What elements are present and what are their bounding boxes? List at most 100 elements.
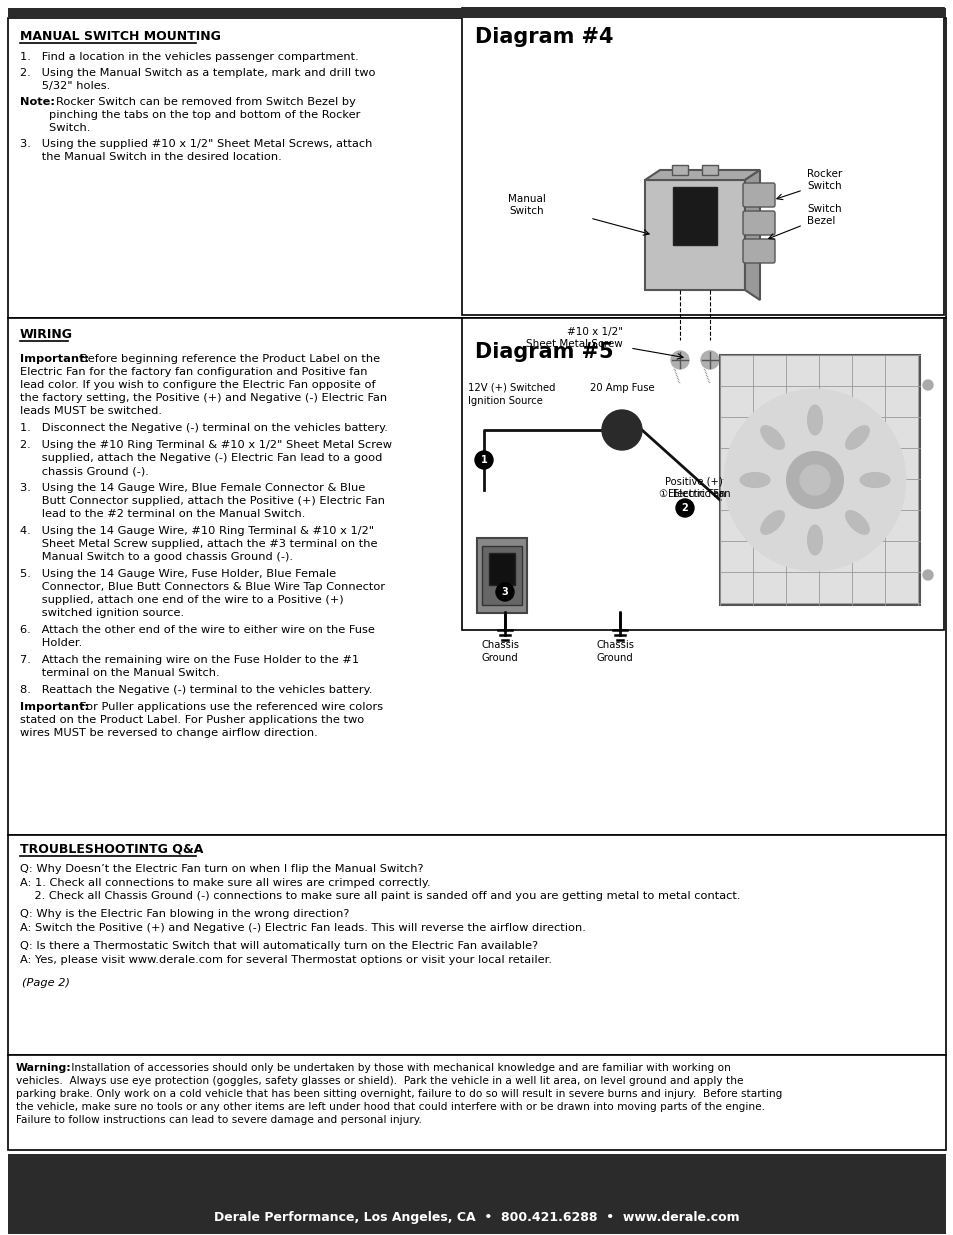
Circle shape	[601, 410, 641, 450]
Text: 1.   Disconnect the Negative (-) terminal on the vehicles battery.: 1. Disconnect the Negative (-) terminal …	[20, 424, 388, 433]
Text: 8.   Reattach the Negative (-) terminal to the vehicles battery.: 8. Reattach the Negative (-) terminal to…	[20, 685, 372, 695]
Text: (Page 2): (Page 2)	[22, 978, 70, 988]
Text: 12V (+) Switched: 12V (+) Switched	[468, 383, 555, 393]
Text: the vehicle, make sure no tools or any other items are left under hood that coul: the vehicle, make sure no tools or any o…	[16, 1102, 764, 1112]
Text: 3: 3	[501, 587, 508, 597]
Text: 1.   Find a location in the vehicles passenger compartment.: 1. Find a location in the vehicles passe…	[20, 52, 358, 62]
Text: 20 Amp Fuse: 20 Amp Fuse	[589, 383, 654, 393]
Text: #10 x 1/2"
Sheet Metal Screw: #10 x 1/2" Sheet Metal Screw	[526, 327, 622, 348]
Text: wires MUST be reversed to change airflow direction.: wires MUST be reversed to change airflow…	[20, 727, 317, 739]
Text: WIRING: WIRING	[20, 329, 73, 341]
Text: terminal on the Manual Switch.: terminal on the Manual Switch.	[20, 668, 219, 678]
Text: Rocker
Switch: Rocker Switch	[806, 169, 841, 190]
Text: lead to the #2 terminal on the Manual Switch.: lead to the #2 terminal on the Manual Sw…	[20, 509, 305, 519]
Bar	[701, 165, 718, 175]
Text: Electric Fan: Electric Fan	[672, 489, 730, 499]
Bar	[8, 1153, 945, 1234]
Text: Ignition Source: Ignition Source	[468, 396, 542, 406]
Text: ①Electric Fan: ①Electric Fan	[659, 489, 725, 499]
Text: Important:: Important:	[20, 701, 93, 713]
Bar	[671, 165, 687, 175]
Ellipse shape	[859, 473, 889, 488]
Bar	[476, 538, 526, 613]
Circle shape	[700, 351, 719, 369]
Text: Manual
Switch: Manual Switch	[508, 194, 545, 216]
Bar	[489, 553, 515, 585]
Text: Important:: Important:	[20, 354, 93, 364]
Text: pinching the tabs on the top and bottom of the Rocker: pinching the tabs on the top and bottom …	[20, 110, 360, 120]
Text: Diagram #5: Diagram #5	[475, 342, 613, 362]
Text: vehicles.  Always use eye protection (goggles, safety glasses or shield).  Park : vehicles. Always use eye protection (gog…	[16, 1076, 742, 1086]
Circle shape	[786, 452, 842, 508]
Ellipse shape	[806, 525, 821, 555]
Circle shape	[724, 390, 904, 571]
Text: the factory setting, the Positive (+) and Negative (-) Electric Fan: the factory setting, the Positive (+) an…	[20, 393, 387, 403]
Text: A: 1. Check all connections to make sure all wires are crimped correctly.: A: 1. Check all connections to make sure…	[20, 878, 430, 888]
Text: supplied, attach one end of the wire to a Positive (+): supplied, attach one end of the wire to …	[20, 595, 343, 605]
Text: the Manual Switch in the desired location.: the Manual Switch in the desired locatio…	[20, 152, 281, 162]
Text: 2. Check all Chassis Ground (-) connections to make sure all paint is sanded off: 2. Check all Chassis Ground (-) connecti…	[20, 890, 740, 902]
Text: 7.   Attach the remaining wire on the Fuse Holder to the #1: 7. Attach the remaining wire on the Fuse…	[20, 655, 358, 664]
Text: Q: Why Doesn’t the Electric Fan turn on when I flip the Manual Switch?: Q: Why Doesn’t the Electric Fan turn on …	[20, 864, 423, 874]
Text: Q: Is there a Thermostatic Switch that will automatically turn on the Electric F: Q: Is there a Thermostatic Switch that w…	[20, 941, 537, 951]
Bar	[672, 186, 717, 245]
Text: Installation of accessories should only be undertaken by those with mechanical k: Installation of accessories should only …	[68, 1063, 730, 1073]
Bar	[644, 180, 744, 290]
Text: Ground: Ground	[481, 653, 518, 663]
Circle shape	[496, 583, 514, 601]
Circle shape	[923, 380, 932, 390]
FancyBboxPatch shape	[742, 211, 774, 235]
Text: switched ignition source.: switched ignition source.	[20, 608, 184, 618]
Bar	[461, 7, 943, 315]
Text: 2.   Using the #10 Ring Terminal & #10 x 1/2" Sheet Metal Screw: 2. Using the #10 Ring Terminal & #10 x 1…	[20, 440, 392, 450]
Circle shape	[670, 351, 688, 369]
Text: Switch.: Switch.	[20, 124, 91, 133]
Text: Warning:: Warning:	[16, 1063, 71, 1073]
Bar	[481, 546, 521, 605]
Text: 3.   Using the supplied #10 x 1/2" Sheet Metal Screws, attach: 3. Using the supplied #10 x 1/2" Sheet M…	[20, 140, 372, 149]
Bar	[8, 317, 945, 835]
Text: 1: 1	[480, 454, 487, 466]
Bar	[8, 7, 945, 19]
Text: supplied, attach the Negative (-) Electric Fan lead to a good: supplied, attach the Negative (-) Electr…	[20, 453, 382, 463]
Circle shape	[475, 451, 493, 469]
Text: 5.   Using the 14 Gauge Wire, Fuse Holder, Blue Female: 5. Using the 14 Gauge Wire, Fuse Holder,…	[20, 569, 335, 579]
Text: lead color. If you wish to configure the Electric Fan opposite of: lead color. If you wish to configure the…	[20, 380, 375, 390]
Ellipse shape	[760, 510, 783, 535]
Ellipse shape	[806, 405, 821, 435]
Text: chassis Ground (-).: chassis Ground (-).	[20, 466, 149, 475]
Text: leads MUST be switched.: leads MUST be switched.	[20, 406, 162, 416]
Circle shape	[800, 466, 829, 495]
Text: Manual Switch to a good chassis Ground (-).: Manual Switch to a good chassis Ground (…	[20, 552, 293, 562]
Text: Note:: Note:	[20, 98, 59, 107]
Text: Sheet Metal Screw supplied, attach the #3 terminal on the: Sheet Metal Screw supplied, attach the #…	[20, 538, 377, 550]
Bar	[8, 1055, 945, 1150]
Text: 2: 2	[680, 503, 688, 513]
Text: 2.   Using the Manual Switch as a template, mark and drill two: 2. Using the Manual Switch as a template…	[20, 68, 375, 78]
Ellipse shape	[760, 426, 783, 450]
Bar	[720, 354, 919, 605]
Polygon shape	[744, 170, 760, 300]
FancyBboxPatch shape	[742, 240, 774, 263]
Text: Derale Performance, Los Angeles, CA  •  800.421.6288  •  www.derale.com: Derale Performance, Los Angeles, CA • 80…	[214, 1212, 739, 1224]
Text: Electric Fan for the factory fan configuration and Positive fan: Electric Fan for the factory fan configu…	[20, 367, 367, 377]
Circle shape	[923, 571, 932, 580]
Text: stated on the Product Label. For Pusher applications the two: stated on the Product Label. For Pusher …	[20, 715, 364, 725]
Text: Failure to follow instructions can lead to severe damage and personal injury.: Failure to follow instructions can lead …	[16, 1115, 421, 1125]
Ellipse shape	[844, 510, 868, 535]
Text: Ground: Ground	[597, 653, 633, 663]
Text: Butt Connector supplied, attach the Positive (+) Electric Fan: Butt Connector supplied, attach the Posi…	[20, 496, 385, 506]
Text: parking brake. Only work on a cold vehicle that has been sitting overnight, fail: parking brake. Only work on a cold vehic…	[16, 1089, 781, 1099]
Text: For Puller applications use the referenced wire colors: For Puller applications use the referenc…	[80, 701, 383, 713]
Text: Switch
Bezel: Switch Bezel	[806, 204, 841, 226]
Circle shape	[676, 499, 693, 517]
Text: A: Switch the Positive (+) and Negative (-) Electric Fan leads. This will revers: A: Switch the Positive (+) and Negative …	[20, 923, 585, 932]
Text: Chassis: Chassis	[597, 640, 635, 650]
Text: Diagram #4: Diagram #4	[475, 27, 613, 47]
Text: Q: Why is the Electric Fan blowing in the wrong direction?: Q: Why is the Electric Fan blowing in th…	[20, 909, 349, 919]
Text: 5/32" holes.: 5/32" holes.	[20, 82, 111, 91]
Text: Chassis: Chassis	[481, 640, 519, 650]
Text: Connector, Blue Butt Connectors & Blue Wire Tap Connector: Connector, Blue Butt Connectors & Blue W…	[20, 582, 385, 592]
Text: 3.   Using the 14 Gauge Wire, Blue Female Connector & Blue: 3. Using the 14 Gauge Wire, Blue Female …	[20, 483, 365, 493]
Ellipse shape	[740, 473, 769, 488]
